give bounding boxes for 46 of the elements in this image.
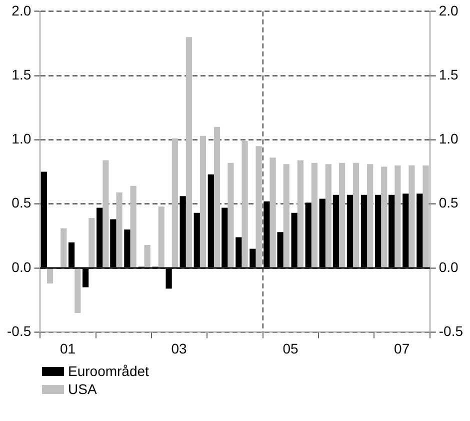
bar: [60, 228, 67, 268]
y2-tick-label: 0.5: [438, 194, 459, 211]
y-tick-label: 1.5: [12, 66, 32, 82]
bar: [367, 164, 374, 268]
y2-tick-label: 0.0: [438, 258, 459, 275]
y2-tick-label: -0.5: [438, 323, 464, 340]
y2-tick-label: 1.5: [438, 66, 459, 82]
bar: [394, 165, 401, 268]
bar: [283, 164, 290, 268]
bar: [381, 166, 388, 268]
bar: [325, 164, 332, 268]
bar: [88, 218, 95, 268]
bar: [102, 160, 109, 268]
x-tick-label: 01: [60, 340, 76, 356]
bar: [408, 165, 415, 268]
x-tick-label: 07: [394, 340, 410, 356]
bar: [172, 138, 178, 268]
y-tick-label: 1.0: [12, 130, 32, 147]
bar: [46, 268, 54, 284]
bar: [353, 162, 360, 268]
y-tick-label: 2.0: [12, 2, 32, 18]
y-tick-label: 0.0: [12, 258, 32, 275]
bar: [270, 158, 276, 268]
bar: [144, 244, 150, 268]
bar: [242, 141, 248, 268]
bar: [116, 192, 122, 268]
bar: [130, 186, 136, 268]
bar: [74, 268, 81, 313]
bar: [214, 126, 220, 268]
y-tick-label: 0.5: [12, 194, 32, 211]
y-tick-label: -0.5: [7, 323, 32, 340]
bar: [297, 160, 304, 268]
bar: [186, 37, 192, 268]
bar: [200, 136, 206, 268]
x-tick-label: 03: [171, 340, 188, 356]
y2-tick-label: 2.0: [438, 2, 459, 18]
y2-tick-label: 1.0: [438, 130, 459, 147]
bar: [228, 162, 234, 268]
bar: [311, 162, 318, 268]
legend-label: USA: [68, 381, 97, 397]
legend-label: Euroområdet: [68, 363, 149, 379]
bar: [338, 162, 346, 268]
bar: [256, 146, 262, 268]
bar: [158, 206, 164, 268]
x-tick-label: 05: [282, 340, 298, 356]
bar: [422, 165, 429, 268]
